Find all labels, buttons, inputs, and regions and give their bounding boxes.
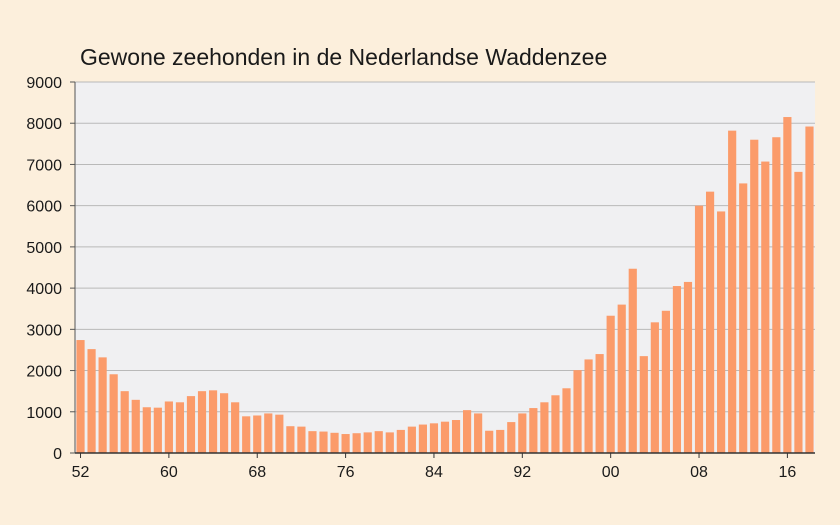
- y-axis-tick-labels: 0 1000 2000 3000 4000 5000 6000 7000 8000 9000: [26, 75, 62, 463]
- x-tick-label: 60: [160, 464, 178, 481]
- x-tick-label: 08: [690, 464, 708, 481]
- bar-1998: [584, 359, 593, 453]
- bar-1986: [451, 420, 461, 453]
- bar-1976: [341, 434, 350, 453]
- bar-1952: [76, 340, 85, 453]
- bar-2016: [783, 117, 792, 454]
- bar-1984: [429, 423, 439, 453]
- bar-1970: [275, 414, 284, 453]
- y-tick-label: 2000: [26, 364, 62, 381]
- bar-1996: [562, 388, 571, 453]
- bar-1985: [440, 421, 450, 453]
- bar-1990: [496, 429, 505, 453]
- bar-2017: [794, 171, 803, 453]
- y-tick-label: 5000: [26, 240, 62, 257]
- bar-1956: [120, 391, 129, 453]
- bar-1960: [164, 401, 173, 453]
- bar-1978: [363, 432, 372, 453]
- bar-1999: [595, 354, 604, 453]
- y-tick-label: 1000: [26, 405, 62, 422]
- x-tick-label: 52: [72, 464, 90, 481]
- x-tick-label: 00: [602, 464, 620, 481]
- bar-2013: [750, 139, 759, 453]
- bar-2014: [761, 161, 770, 453]
- bar-1982: [407, 426, 416, 453]
- bar-1997: [573, 370, 582, 453]
- bar-2018: [805, 126, 814, 454]
- bar-1987: [463, 410, 472, 453]
- bar-1957: [131, 399, 140, 453]
- bar-1980: [385, 432, 394, 453]
- bar-1954: [98, 357, 107, 453]
- bar-2015: [772, 137, 781, 453]
- bar-1958: [142, 407, 151, 453]
- bar-2008: [694, 205, 704, 453]
- bar-1988: [474, 413, 483, 453]
- bar-1971: [286, 426, 295, 453]
- bar-1962: [186, 396, 196, 453]
- bar-1994: [540, 402, 549, 453]
- plot-area: [75, 82, 815, 453]
- bar-1991: [507, 422, 516, 453]
- bar-1975: [330, 432, 339, 453]
- axes: [70, 81, 815, 458]
- y-tick-label: 4000: [26, 281, 62, 298]
- x-tick-label: 92: [513, 464, 531, 481]
- x-tick-label: 84: [425, 464, 443, 481]
- bar-1964: [208, 390, 218, 453]
- bar-2011: [728, 130, 737, 454]
- bar-2001: [617, 304, 626, 453]
- bar-2004: [650, 322, 659, 453]
- bar-2009: [705, 191, 715, 453]
- bar-1959: [153, 407, 162, 453]
- bar-1972: [297, 426, 306, 453]
- bar-1953: [87, 349, 96, 453]
- x-tick-label: 16: [778, 464, 796, 481]
- bar-2000: [606, 315, 615, 453]
- bar-2010: [717, 211, 726, 453]
- bar-2002: [628, 268, 637, 453]
- bar-1963: [197, 391, 207, 453]
- y-tick-label: 8000: [26, 116, 62, 133]
- bar-2003: [639, 356, 648, 453]
- bar-1967: [242, 416, 251, 453]
- y-tick-label: 7000: [26, 157, 62, 174]
- x-tick-label: 76: [337, 464, 355, 481]
- bar-1955: [109, 374, 118, 453]
- bar-1981: [396, 429, 405, 453]
- bar-1973: [308, 431, 317, 453]
- bar-1979: [374, 431, 383, 453]
- bar-1965: [220, 393, 229, 453]
- bar-1968: [253, 415, 262, 453]
- bar-1992: [518, 413, 527, 453]
- bars: [76, 117, 814, 454]
- y-tick-label: 0: [53, 446, 62, 463]
- bar-1995: [551, 395, 560, 453]
- bar-1993: [529, 408, 538, 453]
- bar-2005: [661, 310, 670, 453]
- bar-1969: [264, 413, 273, 453]
- x-tick-label: 68: [248, 464, 266, 481]
- y-tick-label: 6000: [26, 199, 62, 216]
- bar-1983: [418, 424, 427, 453]
- bar-2012: [739, 183, 748, 453]
- y-tick-label: 3000: [26, 322, 62, 339]
- bar-1961: [175, 402, 185, 453]
- bar-1977: [352, 433, 361, 453]
- bar-2006: [672, 286, 682, 453]
- x-axis-tick-labels: 52 60 68 76 84 92 00 08 16: [72, 464, 797, 481]
- chart-title: Gewone zeehonden in de Nederlandse Wadde…: [80, 44, 608, 70]
- bar-1966: [231, 402, 240, 453]
- bar-1989: [485, 430, 494, 453]
- bar-1974: [319, 431, 328, 453]
- y-tick-label: 9000: [26, 75, 62, 92]
- bar-2007: [683, 281, 693, 453]
